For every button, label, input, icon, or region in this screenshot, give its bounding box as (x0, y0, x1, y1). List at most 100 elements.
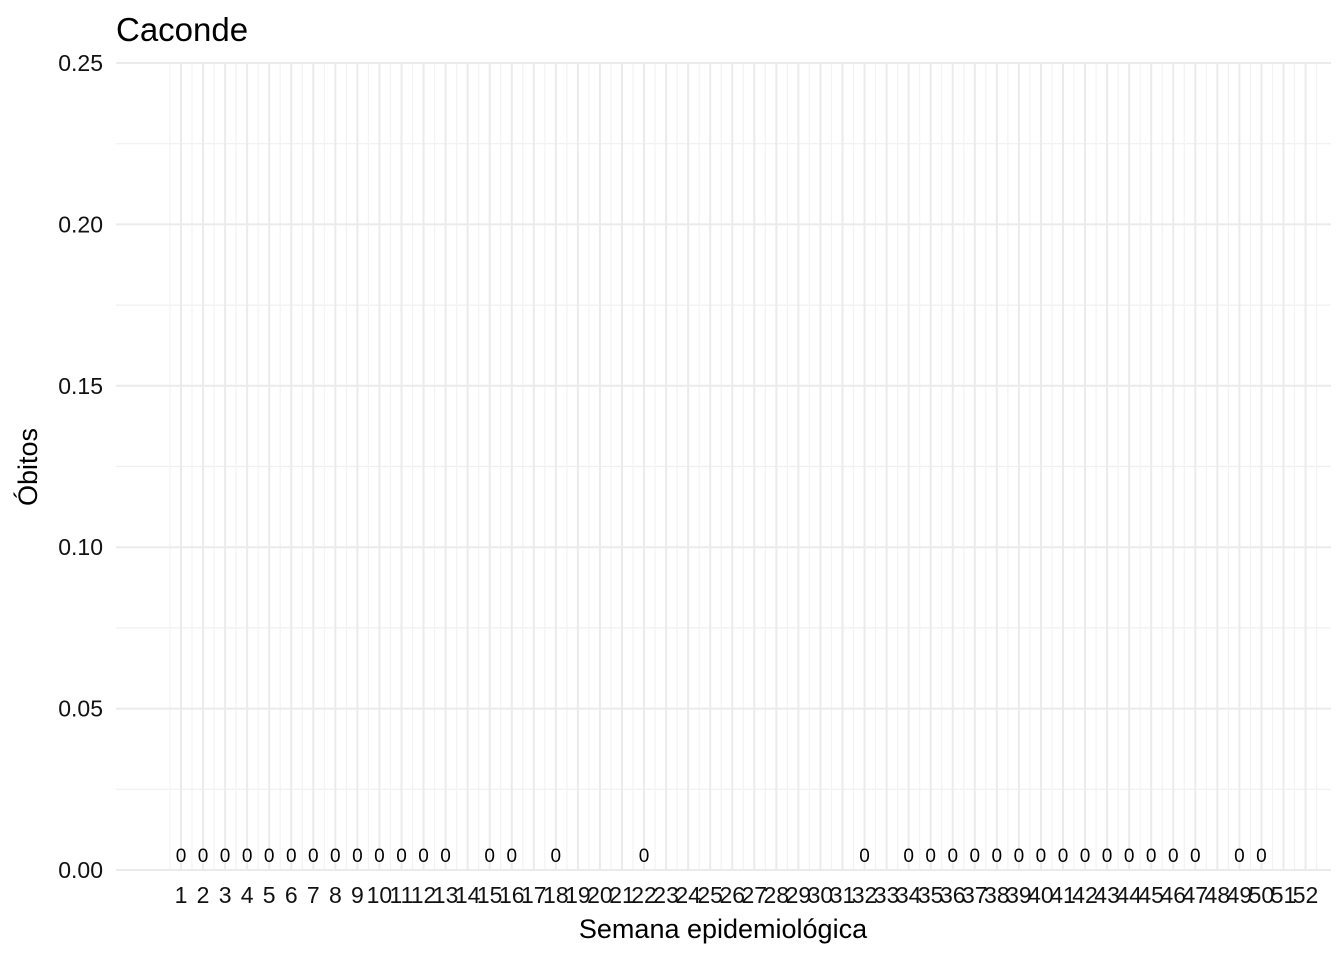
y-tick-label: 0.10 (58, 534, 103, 560)
x-tick-label: 5 (263, 882, 276, 908)
data-label: 0 (639, 846, 650, 867)
x-tick-label: 13 (433, 882, 459, 908)
data-label: 0 (176, 846, 187, 867)
x-tick-label: 6 (285, 882, 298, 908)
data-label: 0 (859, 846, 870, 867)
data-label: 0 (992, 846, 1003, 867)
x-tick-label: 49 (1227, 882, 1253, 908)
y-tick-label: 0.05 (58, 696, 103, 722)
x-tick-label: 7 (307, 882, 320, 908)
x-grid (169, 63, 1318, 870)
data-label: 0 (374, 846, 385, 867)
x-tick-label: 31 (830, 882, 856, 908)
data-label: 0 (242, 846, 253, 867)
x-tick-label: 36 (940, 882, 966, 908)
x-tick-label: 14 (455, 882, 481, 908)
data-label: 0 (418, 846, 429, 867)
x-tick-label: 33 (874, 882, 900, 908)
x-tick-label: 52 (1293, 882, 1319, 908)
data-label: 0 (1058, 846, 1069, 867)
x-tick-label: 21 (609, 882, 635, 908)
data-label: 0 (440, 846, 451, 867)
data-label: 0 (551, 846, 562, 867)
data-label: 0 (970, 846, 981, 867)
data-label: 0 (1234, 846, 1245, 867)
x-tick-label: 30 (808, 882, 834, 908)
x-tick-label: 3 (219, 882, 232, 908)
data-label: 0 (925, 846, 936, 867)
x-axis-title: Semana epidemiológica (579, 914, 868, 944)
x-tick-label: 1 (175, 882, 188, 908)
x-tick-label: 4 (241, 882, 254, 908)
x-tick-label: 34 (896, 882, 922, 908)
y-axis-ticks: 0.00 0.05 0.10 0.15 0.20 0.25 (58, 50, 103, 883)
y-tick-label: 0.00 (58, 857, 103, 883)
x-tick-label: 50 (1249, 882, 1275, 908)
data-label: 0 (264, 846, 275, 867)
x-tick-label: 11 (390, 882, 414, 908)
data-label: 0 (484, 846, 495, 867)
chart-title: Caconde (116, 11, 248, 48)
data-label: 0 (396, 846, 407, 867)
x-tick-label: 41 (1050, 882, 1076, 908)
x-tick-label: 16 (499, 882, 525, 908)
x-tick-label: 24 (675, 882, 701, 908)
x-tick-label: 40 (1028, 882, 1054, 908)
x-tick-label: 12 (411, 882, 437, 908)
data-label: 0 (1036, 846, 1047, 867)
data-label: 0 (1190, 846, 1201, 867)
x-tick-label: 23 (653, 882, 679, 908)
x-tick-label: 39 (1006, 882, 1032, 908)
x-tick-label: 29 (786, 882, 812, 908)
x-tick-label: 35 (918, 882, 944, 908)
data-label: 0 (1080, 846, 1091, 867)
x-tick-label: 25 (697, 882, 723, 908)
data-label: 0 (1256, 846, 1267, 867)
x-tick-label: 20 (587, 882, 613, 908)
x-tick-label: 45 (1138, 882, 1164, 908)
x-tick-label: 38 (984, 882, 1010, 908)
data-label: 0 (1124, 846, 1135, 867)
x-tick-label: 19 (565, 882, 591, 908)
data-label: 0 (1146, 846, 1157, 867)
y-tick-label: 0.20 (58, 211, 103, 237)
data-label: 0 (330, 846, 341, 867)
y-tick-label: 0.25 (58, 50, 103, 76)
data-label: 0 (286, 846, 297, 867)
x-tick-label: 44 (1116, 882, 1142, 908)
x-tick-label: 46 (1160, 882, 1186, 908)
x-tick-label: 47 (1183, 882, 1209, 908)
x-tick-label: 32 (852, 882, 878, 908)
y-axis-title: Óbitos (12, 428, 43, 506)
data-label: 0 (903, 846, 914, 867)
x-tick-label: 51 (1271, 882, 1297, 908)
data-label: 0 (352, 846, 363, 867)
x-tick-label: 28 (764, 882, 790, 908)
data-label: 0 (947, 846, 958, 867)
x-tick-label: 42 (1072, 882, 1098, 908)
data-label: 0 (1168, 846, 1179, 867)
x-tick-label: 15 (477, 882, 503, 908)
x-tick-label: 8 (329, 882, 342, 908)
data-label: 0 (308, 846, 319, 867)
data-label: 0 (506, 846, 517, 867)
data-label: 0 (1102, 846, 1113, 867)
data-label: 0 (220, 846, 231, 867)
x-tick-label: 22 (631, 882, 657, 908)
data-label: 0 (1014, 846, 1025, 867)
x-tick-label: 18 (543, 882, 569, 908)
x-tick-label: 48 (1205, 882, 1231, 908)
major-y-grid (116, 62, 1331, 871)
y-tick-label: 0.15 (58, 373, 103, 399)
x-tick-label: 26 (719, 882, 745, 908)
minor-y-grid (116, 143, 1331, 790)
data-label: 0 (198, 846, 209, 867)
x-tick-label: 9 (351, 882, 364, 908)
x-tick-label: 37 (962, 882, 988, 908)
x-tick-label: 10 (367, 882, 393, 908)
x-tick-label: 17 (521, 882, 547, 908)
x-tick-label: 2 (197, 882, 210, 908)
x-tick-label: 43 (1094, 882, 1120, 908)
